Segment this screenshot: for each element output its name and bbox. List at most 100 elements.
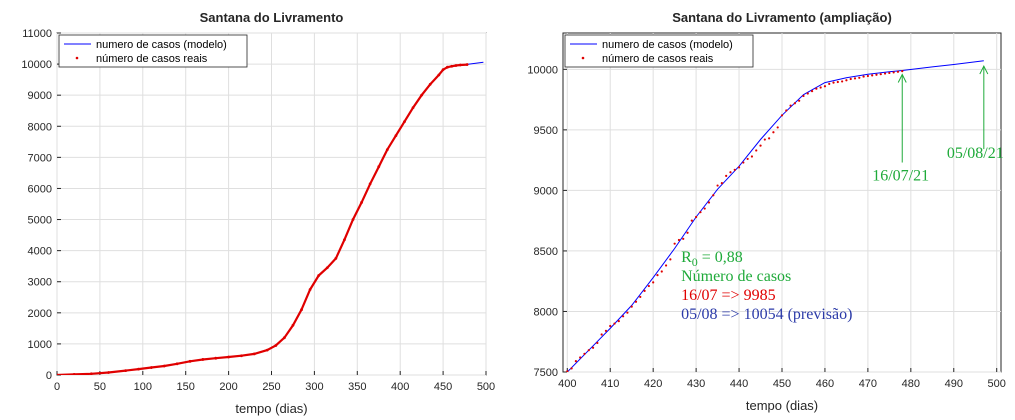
data-point — [845, 79, 848, 82]
annotation-arrowhead — [979, 64, 989, 75]
y-tick-label: 4000 — [28, 246, 52, 258]
model-line — [566, 60, 984, 372]
data-point — [626, 311, 629, 314]
data-point — [252, 352, 256, 356]
x-tick-label: 460 — [816, 378, 834, 390]
data-point — [703, 207, 706, 210]
data-point — [652, 281, 655, 284]
data-point — [377, 165, 381, 169]
x-tick-label: 350 — [348, 381, 366, 393]
data-point — [360, 201, 363, 204]
x-tick-label: 430 — [687, 378, 705, 390]
data-point — [291, 323, 295, 327]
data-point — [793, 102, 796, 105]
y-tick-label: 3000 — [28, 277, 52, 289]
data-point — [729, 171, 732, 174]
data-point — [896, 70, 900, 73]
data-point — [832, 81, 835, 84]
data-point — [574, 360, 577, 363]
data-point — [686, 231, 689, 234]
data-point — [866, 74, 869, 78]
legend-dot-swatch — [581, 56, 585, 60]
data-point — [660, 270, 663, 273]
series-layer — [566, 60, 984, 372]
data-point — [227, 355, 231, 359]
y-tick-label: 2000 — [28, 308, 52, 320]
data-point — [699, 211, 702, 214]
data-point — [300, 308, 303, 312]
annotation-r-subscript: 0 — [692, 255, 698, 269]
data-point — [72, 372, 76, 375]
data-point — [445, 65, 449, 69]
legend-entry-model: numero de casos (modelo) — [96, 39, 227, 51]
data-point — [89, 372, 93, 375]
data-point — [888, 71, 891, 75]
data-point — [707, 201, 711, 204]
data-point — [600, 333, 603, 336]
annotation-text-line: Número de casos — [681, 268, 791, 285]
data-point — [634, 300, 638, 303]
x-tick-label: 50 — [94, 381, 106, 393]
y-tick-label: 8000 — [534, 306, 558, 318]
data-point — [836, 80, 839, 84]
data-point — [428, 82, 432, 86]
chart-title: Santana do Livramento — [200, 10, 344, 25]
data-point — [643, 289, 646, 292]
data-point — [325, 266, 329, 270]
data-point — [149, 366, 153, 369]
legend-dot-swatch — [75, 56, 79, 60]
data-point — [570, 367, 573, 370]
data-point — [591, 346, 595, 349]
real-cases-trace — [57, 63, 468, 375]
x-tick-label: 100 — [134, 381, 152, 393]
data-point — [883, 72, 887, 75]
y-tick-label: 10000 — [21, 59, 52, 71]
x-tick-label: 450 — [773, 378, 791, 390]
data-point — [465, 63, 469, 66]
data-point — [862, 75, 865, 78]
legend: numero de casos (modelo) número de casos … — [58, 34, 248, 68]
annotation-text-line: R0 = 0,88 — [681, 249, 743, 269]
data-point — [746, 157, 749, 161]
legend-box — [564, 34, 754, 68]
series-layer — [57, 61, 484, 375]
x-tick-label: 410 — [601, 378, 619, 390]
y-tick-label: 1000 — [28, 339, 52, 351]
data-point — [639, 295, 642, 299]
annotation-text-line: 16/07 => 9985 — [681, 287, 776, 304]
x-axis-label: tempo (dias) — [235, 401, 307, 416]
data-point — [175, 362, 179, 366]
data-point — [810, 90, 814, 93]
annotation-date-label: 16/07/21 — [872, 168, 929, 185]
data-point — [265, 348, 269, 352]
data-point — [725, 174, 728, 177]
annotation-arrowhead — [897, 73, 907, 83]
data-point — [403, 120, 406, 124]
data-point — [750, 155, 754, 158]
data-point — [858, 76, 861, 79]
data-point — [682, 237, 685, 240]
y-tick-label: 7000 — [28, 152, 52, 164]
data-point — [274, 344, 278, 347]
data-point — [441, 68, 445, 72]
data-point — [162, 364, 166, 368]
legend: numero de casos (modelo) número de casos … — [564, 34, 754, 68]
x-tick-label: 500 — [988, 378, 1006, 390]
y-tick-label: 7500 — [534, 367, 558, 379]
data-point — [587, 349, 590, 352]
data-point — [871, 74, 874, 77]
data-point — [806, 92, 809, 95]
data-point — [901, 70, 904, 73]
x-tick-label: 150 — [177, 381, 195, 393]
data-point — [343, 238, 346, 242]
x-tick-label: 440 — [730, 378, 748, 390]
data-point — [368, 182, 372, 186]
data-point — [849, 77, 852, 81]
data-point — [716, 184, 719, 187]
data-point — [454, 64, 458, 67]
data-point — [892, 71, 895, 74]
data-point — [437, 73, 441, 77]
data-point — [742, 161, 745, 164]
x-tick-label: 490 — [945, 378, 963, 390]
